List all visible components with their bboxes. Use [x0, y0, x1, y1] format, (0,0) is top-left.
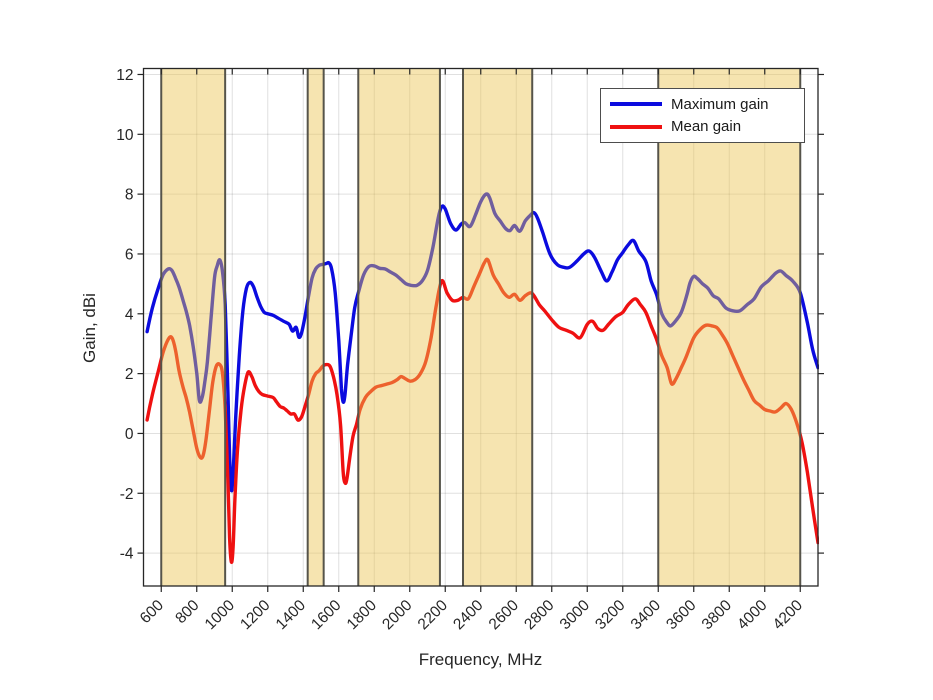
x-tick-label: 3000: [557, 597, 594, 634]
x-tick-label: 800: [172, 597, 203, 628]
x-tick-label: 1800: [344, 597, 381, 634]
x-tick-label: 1000: [202, 597, 239, 634]
x-tick-label: 2400: [450, 597, 487, 634]
mean-gain-line: [145, 257, 819, 565]
band-600-960: [161, 68, 226, 586]
x-axis-title: Frequency, MHz: [418, 650, 543, 669]
x-tick-label: 3600: [663, 597, 700, 634]
x-tick-label: 4200: [770, 597, 807, 634]
x-tick-label: 2600: [486, 597, 523, 634]
axis-ticks: [137, 68, 824, 592]
x-tick-labels: 600 800 1000 1200 1400 1600 1800 2000 2200 2400 26…: [137, 597, 807, 634]
x-tick-label: 3400: [628, 597, 665, 634]
y-tick-labels: -4 -2 0 2 4 6 8 10 12: [116, 67, 134, 563]
y-tick-label: 0: [125, 426, 134, 443]
x-tick-label: 4000: [734, 597, 771, 634]
x-tick-label: 2800: [521, 597, 558, 634]
y-tick-label: 6: [125, 246, 134, 263]
y-tick-label: 4: [125, 306, 134, 323]
x-tick-label: 1200: [237, 597, 274, 634]
x-tick-label: 1400: [273, 597, 310, 634]
maximum-gain-line: [145, 192, 819, 493]
x-tick-label: 3200: [592, 597, 629, 634]
band-3400-4200: [658, 68, 801, 586]
shaded-frequency-bands: [160, 68, 802, 586]
mean-gain-line-swatch: [610, 125, 662, 129]
maximum-gain-line-swatch: [610, 102, 662, 106]
band-1425-1515: [307, 68, 324, 586]
y-axis-title: Gain, dBi: [80, 293, 99, 363]
x-tick-label: 3800: [699, 597, 736, 634]
y-tick-label: 10: [116, 127, 134, 144]
legend-label-mean-gain: Mean gain: [671, 118, 742, 136]
y-tick-label: 12: [116, 67, 133, 84]
x-tick-label: 2000: [379, 597, 416, 634]
y-tick-label: 2: [125, 366, 134, 383]
x-tick-label: 2200: [415, 597, 452, 634]
y-tick-label: -4: [120, 546, 134, 563]
legend: Maximum gain Mean gain: [600, 88, 805, 143]
x-tick-label: 600: [137, 597, 168, 628]
legend-label-maximum-gain: Maximum gain: [671, 95, 769, 113]
y-tick-label: -2: [120, 486, 134, 503]
x-tick-label: 1600: [308, 597, 345, 634]
legend-item-maximum-gain: Maximum gain: [601, 97, 804, 112]
series-lines: [145, 192, 819, 565]
legend-item-mean-gain: Mean gain: [601, 119, 804, 134]
y-tick-label: 8: [125, 187, 134, 204]
band-2300-2690: [463, 68, 533, 586]
band-1710-2170: [358, 68, 440, 586]
